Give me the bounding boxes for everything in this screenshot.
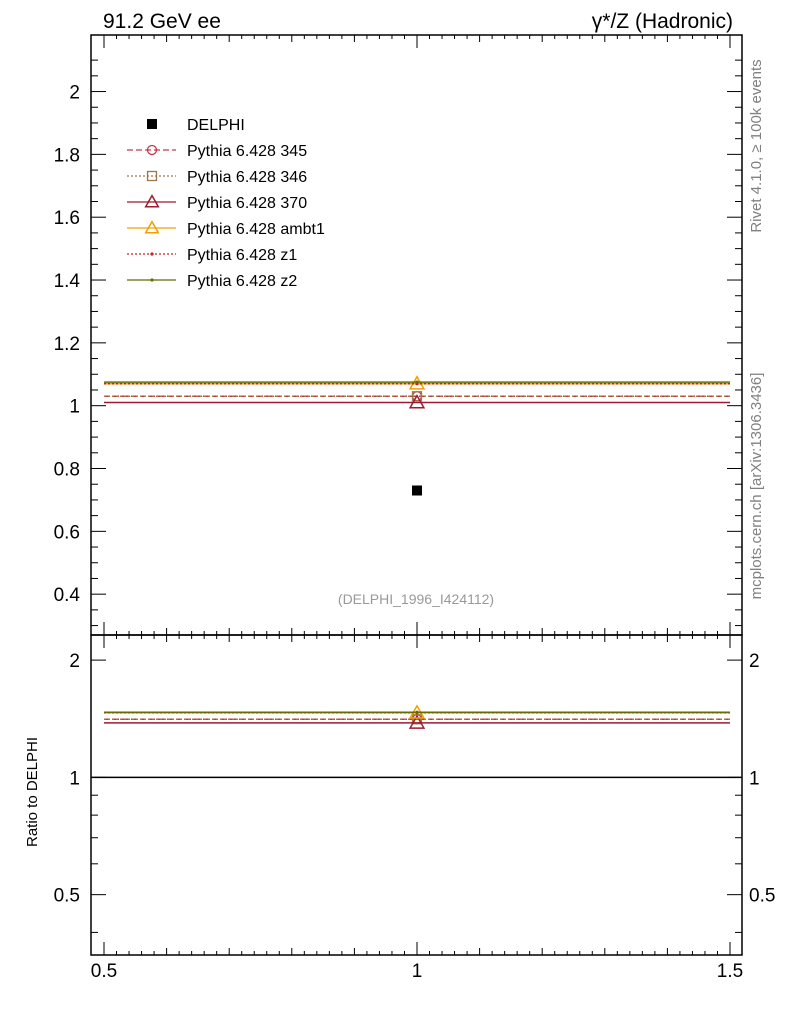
main-y-tick-label: 0.4 <box>54 585 81 606</box>
ratio-y-tick-label-left: 0.5 <box>54 886 80 907</box>
main-y-tick-label: 1.2 <box>54 334 80 355</box>
legend-marker-z2 <box>150 278 153 281</box>
legend: DELPHI Pythia 6.428 345 Pythia 6.428 346 Py… <box>127 117 325 290</box>
legend-label-z2: Pythia 6.428 z2 <box>187 273 297 290</box>
main-y-tick-label: 1.8 <box>54 145 80 166</box>
legend-label-p345: Pythia 6.428 345 <box>187 143 307 160</box>
main-y-tick-label: 0.6 <box>54 522 80 543</box>
ratio-panel: 0.5 0.5 1 1 2 2 0.5 1 1.5 <box>54 635 776 982</box>
legend-label-ambt1: Pythia 6.428 ambt1 <box>187 221 325 238</box>
ratio-y-tick-label-left: 1 <box>69 768 80 789</box>
main-y-tick-label: 1.6 <box>54 208 80 229</box>
header-left-label: 91.2 GeV ee <box>103 10 221 33</box>
x-tick-label: 0.5 <box>91 961 117 982</box>
legend-label-p370: Pythia 6.428 370 <box>187 195 307 212</box>
legend-label-z1: Pythia 6.428 z1 <box>187 247 297 264</box>
legend-marker-data <box>147 119 157 129</box>
x-tick-label: 1 <box>412 961 423 982</box>
legend-label-data: DELPHI <box>187 117 245 134</box>
main-y-tick-label: 1.4 <box>54 271 81 292</box>
ratio-point-z2 <box>415 711 418 714</box>
rivet-version-label: Rivet 4.1.0, ≥ 100k events <box>748 59 765 232</box>
point-data <box>412 485 422 495</box>
main-y-tick-label: 2 <box>69 83 80 104</box>
ratio-y-tick-label-right: 2 <box>749 651 760 672</box>
x-tick-label: 1.5 <box>717 961 743 982</box>
legend-marker-z1 <box>150 252 153 255</box>
ratio-y-axis-label: Ratio to DELPHI <box>24 737 41 847</box>
mcplots-label: mcplots.cern.ch [arXiv:1306.3436] <box>748 373 765 600</box>
point-z2 <box>415 381 418 384</box>
main-y-tick-label: 0.8 <box>54 460 80 481</box>
ratio-y-tick-label-right: 0.5 <box>749 886 775 907</box>
legend-marker-p370 <box>146 196 159 207</box>
header-right-label: γ*/Z (Hadronic) <box>592 10 733 33</box>
legend-label-p346: Pythia 6.428 346 <box>187 169 307 186</box>
legend-marker-ambt1 <box>146 222 159 233</box>
ratio-frame <box>91 635 742 955</box>
main-y-tick-label: 1 <box>69 397 80 418</box>
analysis-watermark: (DELPHI_1996_I424112) <box>338 591 494 607</box>
ratio-y-tick-label-left: 2 <box>69 651 80 672</box>
ratio-y-tick-label-right: 1 <box>749 768 760 789</box>
